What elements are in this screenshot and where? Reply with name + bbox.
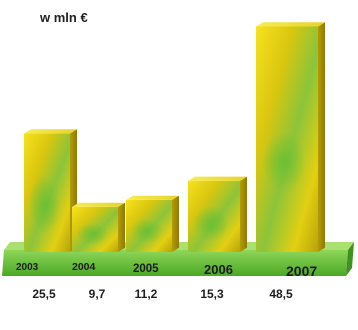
bar-highlight bbox=[76, 222, 109, 246]
bar-side bbox=[240, 176, 247, 252]
bar-top bbox=[72, 202, 125, 207]
value-label: 48,5 bbox=[269, 287, 293, 301]
bar-highlight bbox=[130, 218, 163, 245]
year-label: 2005 bbox=[133, 263, 159, 275]
year-label: 2006 bbox=[204, 262, 233, 277]
value-label: 15,3 bbox=[200, 287, 224, 301]
bar-top bbox=[188, 176, 247, 181]
value-label: 25,5 bbox=[32, 287, 56, 301]
bar-top bbox=[126, 195, 179, 200]
value-labels: 25,5 9,7 11,2 15,3 48,5 bbox=[32, 287, 293, 301]
bar-2006 bbox=[188, 176, 247, 252]
bar-2007 bbox=[256, 22, 325, 253]
bar-highlight bbox=[262, 131, 306, 192]
bar-2005 bbox=[126, 195, 179, 252]
value-label: 9,7 bbox=[89, 287, 106, 301]
bar-highlight bbox=[193, 205, 230, 242]
year-label: 2004 bbox=[72, 261, 96, 273]
value-label: 11,2 bbox=[135, 287, 158, 301]
bar-2004 bbox=[72, 202, 125, 252]
bar-top bbox=[256, 22, 325, 27]
bar-2003 bbox=[24, 129, 77, 252]
year-label: 2003 bbox=[16, 262, 39, 273]
unit-label: w mln € bbox=[39, 10, 88, 25]
bar-highlight bbox=[28, 174, 61, 235]
bars bbox=[24, 22, 325, 253]
year-labels: 2003 2004 2005 2006 2007 bbox=[16, 261, 317, 279]
base-side bbox=[346, 242, 354, 276]
bar-top bbox=[24, 129, 77, 134]
bar-side bbox=[172, 195, 179, 252]
bar-side bbox=[318, 22, 325, 253]
year-label: 2007 bbox=[286, 263, 317, 279]
bar-side bbox=[118, 202, 125, 252]
base-front bbox=[2, 250, 348, 276]
